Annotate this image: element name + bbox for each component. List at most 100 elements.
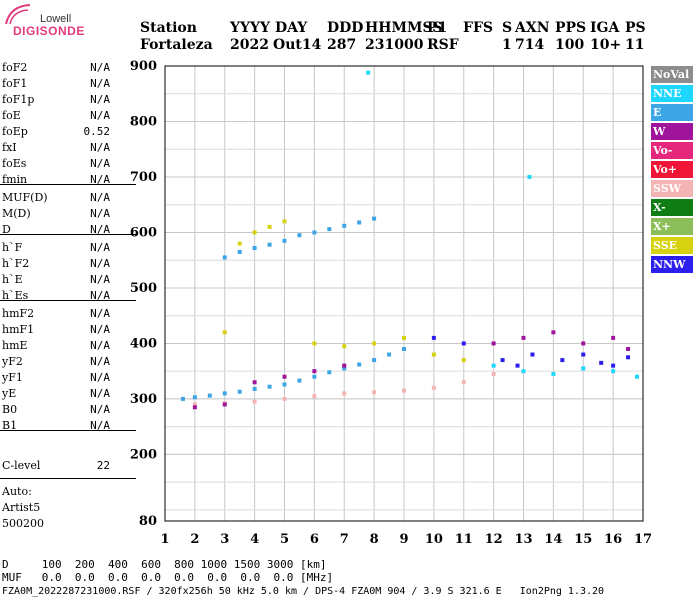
data-point bbox=[192, 395, 197, 400]
data-point bbox=[372, 358, 377, 363]
header-value: 1 bbox=[502, 37, 512, 53]
data-point bbox=[327, 370, 332, 375]
data-point bbox=[551, 330, 556, 335]
data-point bbox=[635, 374, 640, 379]
data-point bbox=[372, 390, 377, 395]
parameter-value: N/A bbox=[90, 93, 110, 106]
footer-d-row: D 100 200 400 600 800 1000 1500 3000 [km… bbox=[2, 558, 327, 571]
data-point bbox=[402, 335, 406, 340]
header-label: IGA bbox=[590, 20, 620, 36]
legend-item: X- bbox=[651, 199, 693, 216]
x-tick-label: 6 bbox=[310, 532, 319, 547]
data-point bbox=[342, 363, 347, 368]
parameter-value: N/A bbox=[90, 61, 110, 74]
parameter-name: h`F bbox=[2, 241, 23, 254]
parameter-row: M(D) N/A bbox=[2, 206, 110, 221]
footer-file-info: FZA0M_2022287231000.RSF / 320fx256h 50 k… bbox=[2, 586, 605, 597]
data-point bbox=[521, 335, 526, 340]
header-label: FFS bbox=[463, 20, 493, 36]
parameter-value: N/A bbox=[90, 173, 110, 186]
parameter-value: N/A bbox=[90, 223, 110, 236]
parameter-name: fxI bbox=[2, 141, 17, 154]
parameter-name: yF1 bbox=[2, 371, 23, 384]
parameter-value: N/A bbox=[90, 289, 110, 302]
data-point bbox=[530, 352, 535, 357]
parameter-row: foF2 N/A bbox=[2, 60, 110, 75]
legend-item: E bbox=[651, 104, 693, 121]
parameter-value: N/A bbox=[90, 323, 110, 336]
parameter-value: N/A bbox=[90, 419, 110, 432]
data-point bbox=[611, 369, 616, 374]
y-tick-label: 80 bbox=[139, 514, 157, 529]
header-value: RSF bbox=[427, 37, 459, 53]
parameter-name: foE bbox=[2, 109, 21, 122]
parameter-row: h`E N/A bbox=[2, 272, 110, 287]
header-label: HHMMSS bbox=[365, 20, 443, 36]
header-label: YYYY bbox=[230, 20, 270, 36]
data-point bbox=[342, 391, 347, 396]
parameter-row: MUF(D) N/A bbox=[2, 190, 110, 205]
data-point bbox=[581, 352, 586, 357]
header-value: 231000 bbox=[365, 37, 424, 53]
header-value: 714 bbox=[515, 37, 545, 53]
data-point bbox=[402, 346, 406, 351]
parameter-name: hmE bbox=[2, 339, 28, 352]
parameter-row: yE N/A bbox=[2, 386, 110, 401]
x-tick-label: 8 bbox=[370, 532, 379, 547]
parameter-name: B0 bbox=[2, 403, 18, 416]
footer-muf-row: MUF 0.0 0.0 0.0 0.0 0.0 0.0 0.0 0.0 [MHz… bbox=[2, 571, 334, 584]
data-point bbox=[626, 355, 631, 360]
x-tick-label: 4 bbox=[250, 532, 259, 547]
plot-frame bbox=[164, 65, 644, 522]
data-point bbox=[312, 341, 317, 346]
parameter-row: hmE N/A bbox=[2, 338, 110, 353]
data-point bbox=[342, 223, 347, 228]
parameter-value: N/A bbox=[90, 273, 110, 286]
digisonde-logo-arc-icon bbox=[5, 4, 31, 25]
data-point bbox=[500, 358, 505, 363]
data-point bbox=[252, 386, 257, 391]
data-point bbox=[387, 352, 392, 357]
legend-item: NNW bbox=[651, 256, 693, 273]
header-value: 100 bbox=[555, 37, 585, 53]
data-point bbox=[521, 369, 526, 374]
parameter-name: yE bbox=[2, 387, 17, 400]
parameter-row: hmF1 N/A bbox=[2, 322, 110, 337]
x-tick-label: 1 bbox=[160, 532, 169, 547]
legend-item: SSE bbox=[651, 237, 693, 254]
data-point bbox=[551, 371, 556, 376]
data-point bbox=[297, 378, 302, 383]
data-point bbox=[461, 380, 466, 385]
parameter-value: N/A bbox=[90, 355, 110, 368]
data-point bbox=[282, 374, 287, 379]
header-value: Fortaleza bbox=[140, 37, 213, 53]
data-point bbox=[282, 219, 287, 224]
legend-item: X+ bbox=[651, 218, 693, 235]
logo-top-text: Lowell bbox=[40, 13, 72, 25]
data-point bbox=[599, 360, 604, 365]
data-point bbox=[402, 388, 406, 393]
data-point bbox=[312, 374, 317, 379]
auto-scaling-line2: Artist5 bbox=[2, 501, 41, 514]
y-tick-label: 600 bbox=[130, 225, 157, 240]
parameter-row: yF1 N/A bbox=[2, 370, 110, 385]
y-tick-label: 900 bbox=[130, 59, 157, 74]
x-tick-label: 7 bbox=[340, 532, 349, 547]
header-value: 10+ bbox=[590, 37, 622, 53]
header-label: DDD bbox=[327, 20, 364, 36]
parameter-name: hmF1 bbox=[2, 323, 35, 336]
panel-divider bbox=[0, 234, 136, 235]
parameter-row: h`F N/A bbox=[2, 240, 110, 255]
x-tick-label: 3 bbox=[220, 532, 229, 547]
parameter-value: N/A bbox=[90, 77, 110, 90]
y-tick-label: 800 bbox=[130, 114, 157, 129]
data-point bbox=[192, 402, 197, 407]
y-tick-label: 300 bbox=[130, 392, 157, 407]
data-point bbox=[611, 335, 616, 340]
data-point bbox=[312, 369, 317, 374]
data-point bbox=[626, 346, 631, 351]
data-point bbox=[312, 230, 317, 235]
parameter-name: h`E bbox=[2, 273, 23, 286]
x-tick-label: 5 bbox=[280, 532, 289, 547]
data-point bbox=[527, 174, 532, 179]
